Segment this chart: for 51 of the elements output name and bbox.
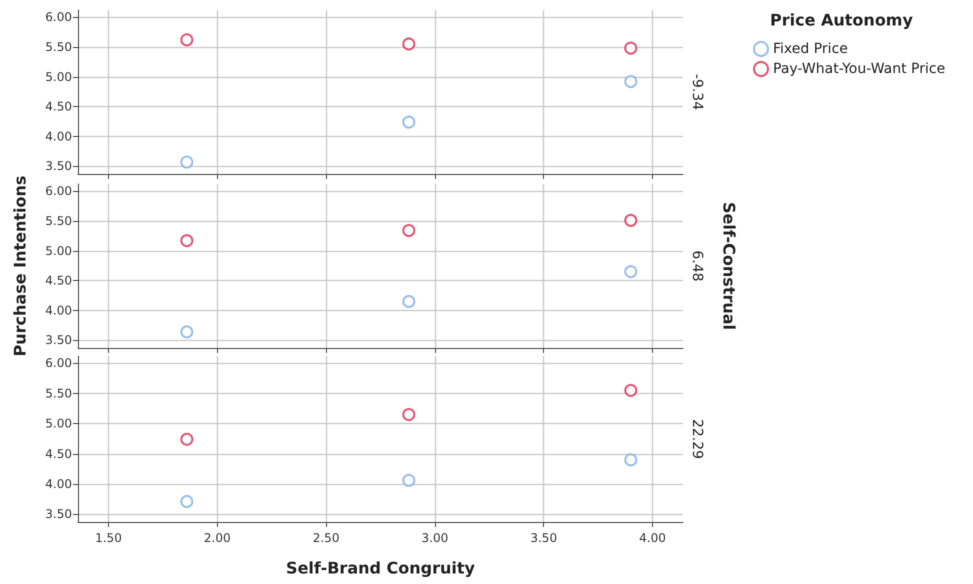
y-axis-title: Purchase Intentions [10,176,30,356]
point [624,75,638,88]
x-tick-label: 4.00 [639,531,666,545]
point [180,494,194,508]
x-axis-title: Self-Brand Congruity [286,558,476,578]
y-tick-label: 5.00 [45,416,72,431]
y-tick-label: 3.50 [45,507,72,522]
point [180,33,194,46]
y-tick-label: 3.50 [45,159,72,174]
point [402,294,416,308]
y-tick-label: 4.00 [45,303,72,318]
y-tick-label: 4.50 [45,274,72,288]
text: Self-Construal [720,202,738,330]
point [180,432,194,446]
x-tick-label: 3.00 [422,531,448,545]
y-tick-label: 6.00 [45,10,72,24]
point [402,37,416,50]
x-tick-label: 2.00 [204,531,231,545]
y-tick-label: 4.50 [45,100,72,114]
y-tick-label: 6.00 [45,184,72,198]
y-tick-label: 5.50 [45,386,72,400]
point [180,325,194,338]
y-tick-label: 5.00 [45,244,72,258]
x-tick-label: 1.50 [95,531,122,545]
point [180,234,194,248]
legend-title: Price Autonomy [770,10,914,30]
point [624,265,638,278]
y2-axis-title: 22.29 [689,418,705,460]
x-tick-label: 3.50 [530,531,558,545]
point [402,116,416,129]
x-tick-label: 2.50 [312,531,340,545]
point [624,42,638,55]
y-tick-label: 6.00 [45,356,72,370]
point [402,474,416,487]
point [402,224,416,238]
y-tick-label: 5.00 [45,70,72,84]
y-tick-label: 4.50 [45,446,72,461]
y-tick-label: 4.00 [45,476,72,491]
legend-label: Fixed Price [773,41,848,57]
y-tick-label: 3.50 [45,333,72,348]
y2-axis-title: -9.34 [689,74,705,110]
y-tick-label: 4.00 [45,129,72,144]
point [624,453,638,466]
point [624,384,638,397]
point [402,408,416,422]
point [624,214,638,227]
y-tick-label: 5.50 [45,214,72,228]
point [180,156,194,169]
y-tick-label: 5.50 [45,40,72,54]
y2-axis-title: 6.48 [689,250,705,282]
legend-label: Pay-What-You-Want Price [773,61,946,77]
